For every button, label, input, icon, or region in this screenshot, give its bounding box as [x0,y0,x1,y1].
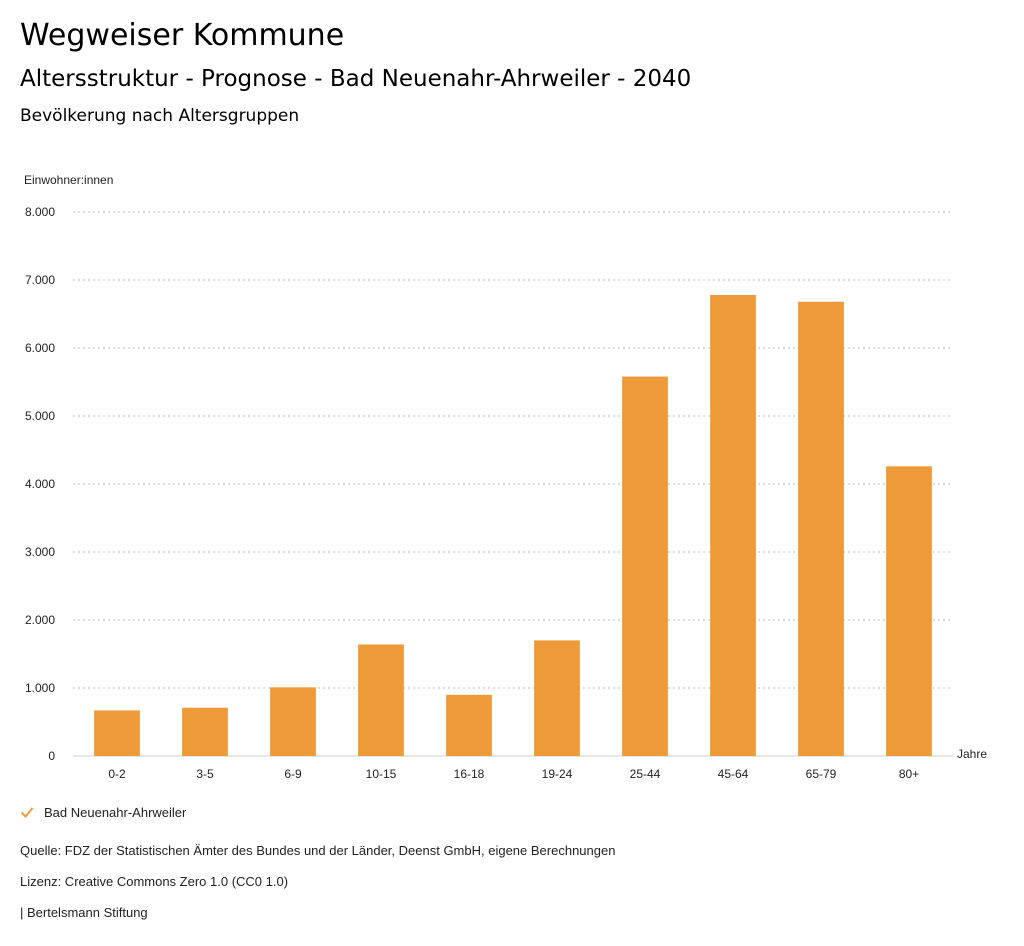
license-note: Lizenz: Creative Commons Zero 1.0 (CC0 1… [20,874,289,889]
y-tick-label: 0 [48,749,55,763]
source-note: Quelle: FDZ der Statistischen Ämter des … [20,843,616,858]
publisher-note: | Bertelsmann Stiftung [20,905,148,920]
x-tick-label: 25-44 [630,767,661,781]
legend-label: Bad Neuenahr-Ahrweiler [44,804,187,820]
grid-lines [73,211,953,757]
y-tick-label: 4.000 [25,477,55,491]
x-tick-label: 3-5 [196,767,214,781]
x-tick-label: 80+ [899,767,919,781]
x-tick-label: 0-2 [108,767,126,781]
check-icon [20,807,34,818]
x-tick-labels: 0-2 3-5 6-9 10-15 16-18 19-24 25-44 45-64 65-79 8… [108,767,919,781]
bar-80+[interactable] [886,466,932,756]
x-tick-label: 10-15 [366,767,397,781]
chart-subtitle: Altersstruktur - Prognose - Bad Neuenahr… [20,66,692,92]
bar-10-15[interactable] [358,644,404,756]
y-tick-label: 6.000 [25,341,55,355]
x-tick-label: 65-79 [806,767,837,781]
y-tick-label: 5.000 [25,409,55,423]
bar-25-44[interactable] [622,376,668,756]
bar-0-2[interactable] [94,710,140,756]
bar-16-18[interactable] [446,694,492,756]
x-axis-label: Jahre [957,747,987,761]
y-tick-label: 7.000 [25,273,55,287]
y-tick-label: 1.000 [25,681,55,695]
x-tick-label: 6-9 [284,767,302,781]
bar-65-79[interactable] [798,301,844,756]
y-tick-label: 8.000 [25,205,55,219]
bar-45-64[interactable] [710,294,756,756]
y-tick-labels: 0 1.000 2.000 3.000 4.000 5.000 6.000 7.000 8.00… [25,205,55,763]
x-tick-label: 45-64 [718,767,749,781]
y-axis-label: Einwohner:innen [24,173,113,187]
page-title: Wegweiser Kommune [20,18,345,53]
bar-chart: Einwohner:innen 0 1.000 2.000 3.000 4.000 5.0… [24,173,987,781]
x-tick-label: 16-18 [454,767,485,781]
chart-title: Bevölkerung nach Altersgruppen [20,106,300,126]
bars [94,294,932,756]
x-tick-label: 19-24 [542,767,573,781]
bar-19-24[interactable] [534,640,580,756]
bar-6-9[interactable] [270,687,316,756]
y-tick-label: 3.000 [25,545,55,559]
legend[interactable]: Bad Neuenahr-Ahrweiler [20,802,186,822]
y-tick-label: 2.000 [25,613,55,627]
bar-3-5[interactable] [182,707,228,756]
